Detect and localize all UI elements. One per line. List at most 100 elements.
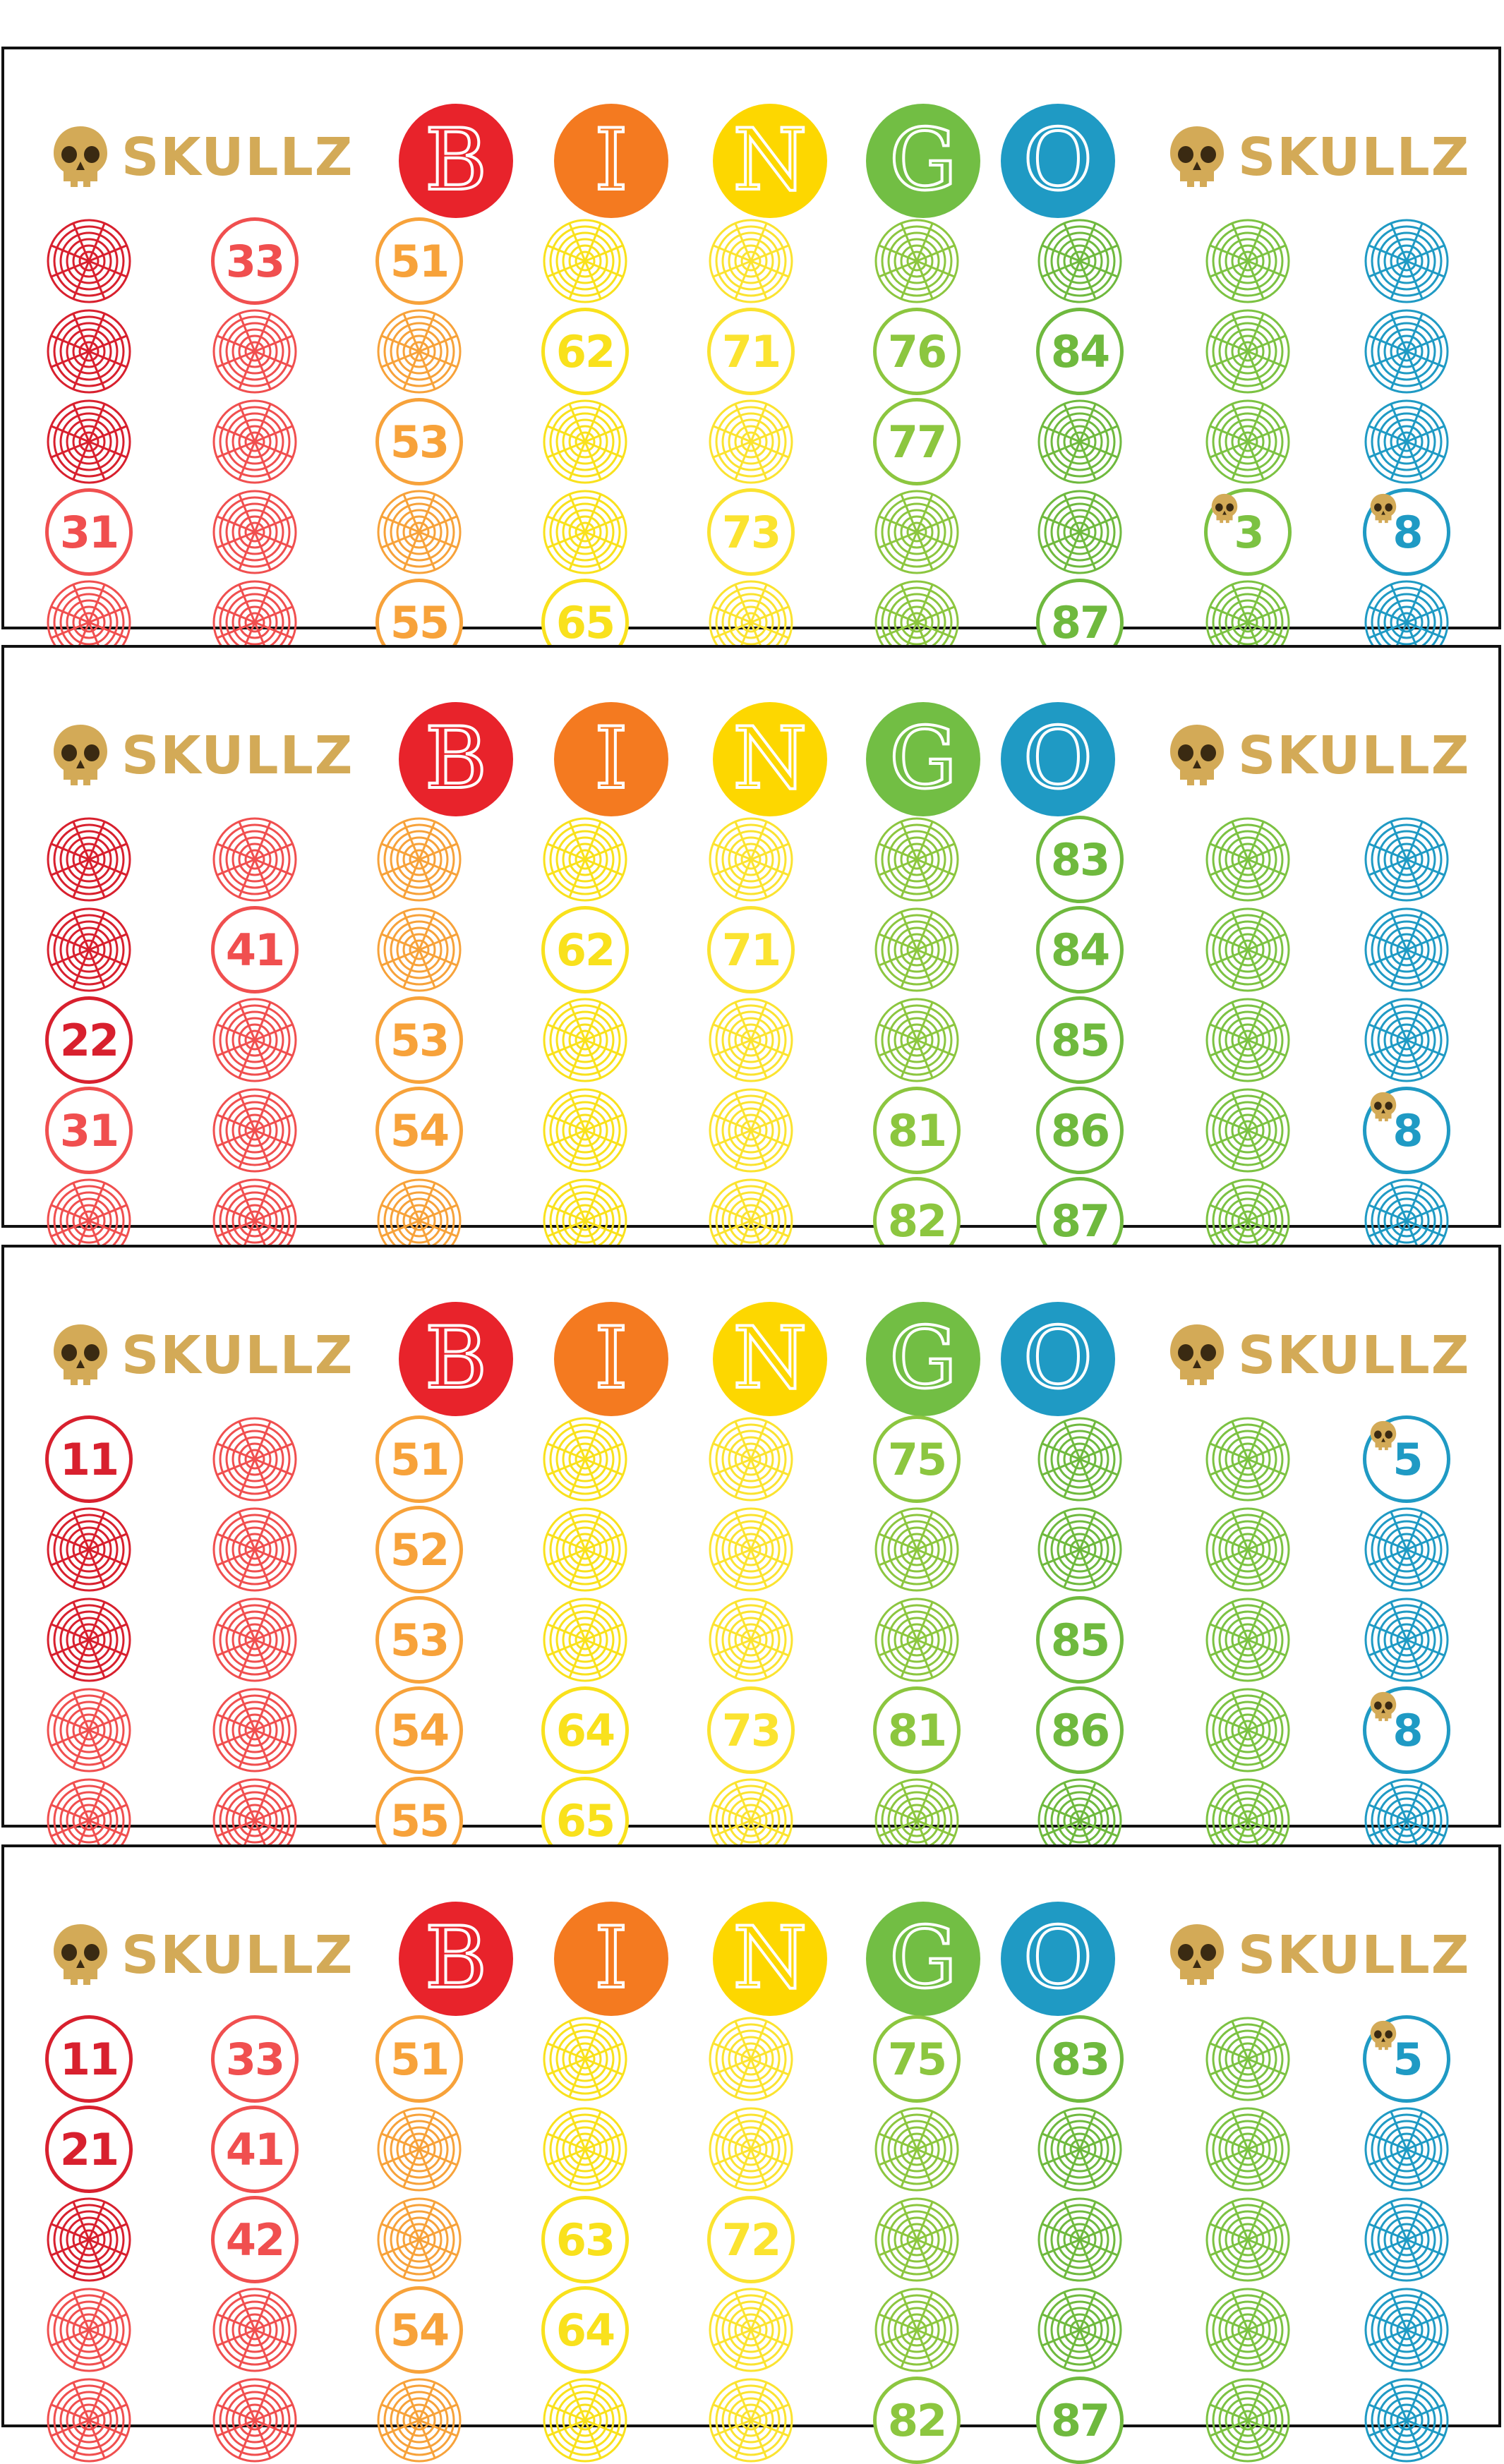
web-target-cell[interactable] — [1204, 217, 1292, 305]
web-target-cell[interactable] — [1363, 1596, 1450, 1684]
web-target-cell[interactable] — [873, 996, 961, 1084]
web-target-cell[interactable] — [1036, 2106, 1124, 2193]
web-target-cell[interactable] — [1204, 816, 1292, 903]
web-target-cell[interactable] — [211, 398, 299, 485]
number-cell[interactable]: 82 — [873, 2377, 961, 2464]
number-cell[interactable]: 62 — [541, 308, 629, 395]
web-target-cell[interactable] — [211, 1506, 299, 1593]
web-target-cell[interactable] — [375, 906, 463, 994]
web-target-cell[interactable] — [873, 1506, 961, 1593]
web-target-cell[interactable] — [541, 488, 629, 576]
number-cell[interactable]: 54 — [375, 1686, 463, 1774]
number-cell[interactable]: 54 — [375, 2286, 463, 2374]
web-target-cell[interactable] — [873, 1596, 961, 1684]
number-cell[interactable]: 73 — [707, 1686, 795, 1774]
number-cell[interactable]: 5 — [1363, 1415, 1450, 1503]
web-target-cell[interactable] — [1204, 1415, 1292, 1503]
web-target-cell[interactable] — [45, 308, 133, 395]
web-target-cell[interactable] — [873, 2286, 961, 2374]
web-target-cell[interactable] — [375, 2196, 463, 2283]
web-target-cell[interactable] — [1204, 2286, 1292, 2374]
web-target-cell[interactable] — [1204, 308, 1292, 395]
web-target-cell[interactable] — [211, 579, 299, 666]
web-target-cell[interactable] — [211, 816, 299, 903]
web-target-cell[interactable] — [211, 488, 299, 576]
number-cell[interactable]: 71 — [707, 308, 795, 395]
web-target-cell[interactable] — [1204, 1596, 1292, 1684]
web-target-cell[interactable] — [1204, 2377, 1292, 2464]
web-target-cell[interactable] — [45, 2196, 133, 2283]
web-target-cell[interactable] — [45, 816, 133, 903]
number-cell[interactable]: 77 — [873, 398, 961, 485]
web-target-cell[interactable] — [541, 996, 629, 1084]
web-target-cell[interactable] — [1204, 906, 1292, 994]
web-target-cell[interactable] — [45, 2377, 133, 2464]
web-target-cell[interactable] — [1036, 1415, 1124, 1503]
web-target-cell[interactable] — [873, 2106, 961, 2193]
number-cell[interactable]: 83 — [1036, 816, 1124, 903]
number-cell[interactable]: 22 — [45, 996, 133, 1084]
web-target-cell[interactable] — [45, 1686, 133, 1774]
web-target-cell[interactable] — [541, 816, 629, 903]
web-target-cell[interactable] — [541, 1415, 629, 1503]
web-target-cell[interactable] — [1363, 308, 1450, 395]
web-target-cell[interactable] — [541, 2015, 629, 2103]
web-target-cell[interactable] — [541, 1596, 629, 1684]
number-cell[interactable]: 53 — [375, 398, 463, 485]
web-target-cell[interactable] — [707, 2106, 795, 2193]
web-target-cell[interactable] — [1036, 2286, 1124, 2374]
number-cell[interactable]: 54 — [375, 1087, 463, 1174]
web-target-cell[interactable] — [45, 1777, 133, 1864]
number-cell[interactable]: 84 — [1036, 308, 1124, 395]
web-target-cell[interactable] — [1363, 2286, 1450, 2374]
web-target-cell[interactable] — [1036, 398, 1124, 485]
number-cell[interactable]: 86 — [1036, 1087, 1124, 1174]
number-cell[interactable]: 83 — [1036, 2015, 1124, 2103]
web-target-cell[interactable] — [1204, 1177, 1292, 1264]
web-target-cell[interactable] — [211, 1087, 299, 1174]
number-cell[interactable]: 41 — [211, 906, 299, 994]
web-target-cell[interactable] — [1204, 1087, 1292, 1174]
number-cell[interactable]: 11 — [45, 2015, 133, 2103]
number-cell[interactable]: 86 — [1036, 1686, 1124, 1774]
number-cell[interactable]: 8 — [1363, 1686, 1450, 1774]
web-target-cell[interactable] — [1363, 2106, 1450, 2193]
number-cell[interactable]: 33 — [211, 2015, 299, 2103]
web-target-cell[interactable] — [1204, 2196, 1292, 2283]
web-target-cell[interactable] — [375, 2106, 463, 2193]
web-target-cell[interactable] — [45, 906, 133, 994]
web-target-cell[interactable] — [1204, 2015, 1292, 2103]
web-target-cell[interactable] — [1363, 217, 1450, 305]
web-target-cell[interactable] — [707, 996, 795, 1084]
number-cell[interactable]: 52 — [375, 1506, 463, 1593]
web-target-cell[interactable] — [873, 217, 961, 305]
number-cell[interactable]: 5 — [1363, 2015, 1450, 2103]
web-target-cell[interactable] — [1363, 996, 1450, 1084]
web-target-cell[interactable] — [211, 1686, 299, 1774]
number-cell[interactable]: 85 — [1036, 1596, 1124, 1684]
web-target-cell[interactable] — [541, 217, 629, 305]
web-target-cell[interactable] — [1204, 398, 1292, 485]
web-target-cell[interactable] — [211, 308, 299, 395]
web-target-cell[interactable] — [1204, 996, 1292, 1084]
number-cell[interactable]: 81 — [873, 1686, 961, 1774]
number-cell[interactable]: 81 — [873, 1087, 961, 1174]
web-target-cell[interactable] — [375, 2377, 463, 2464]
number-cell[interactable]: 11 — [45, 1415, 133, 1503]
web-target-cell[interactable] — [1204, 1506, 1292, 1593]
web-target-cell[interactable] — [873, 579, 961, 666]
web-target-cell[interactable] — [1363, 2196, 1450, 2283]
web-target-cell[interactable] — [707, 816, 795, 903]
web-target-cell[interactable] — [1036, 2196, 1124, 2283]
number-cell[interactable]: 31 — [45, 488, 133, 576]
web-target-cell[interactable] — [45, 1177, 133, 1264]
web-target-cell[interactable] — [873, 816, 961, 903]
number-cell[interactable]: 33 — [211, 217, 299, 305]
number-cell[interactable]: 71 — [707, 906, 795, 994]
web-target-cell[interactable] — [707, 1506, 795, 1593]
number-cell[interactable]: 3 — [1204, 488, 1292, 576]
number-cell[interactable]: 21 — [45, 2106, 133, 2193]
web-target-cell[interactable] — [707, 1177, 795, 1264]
web-target-cell[interactable] — [707, 1087, 795, 1174]
web-target-cell[interactable] — [375, 816, 463, 903]
